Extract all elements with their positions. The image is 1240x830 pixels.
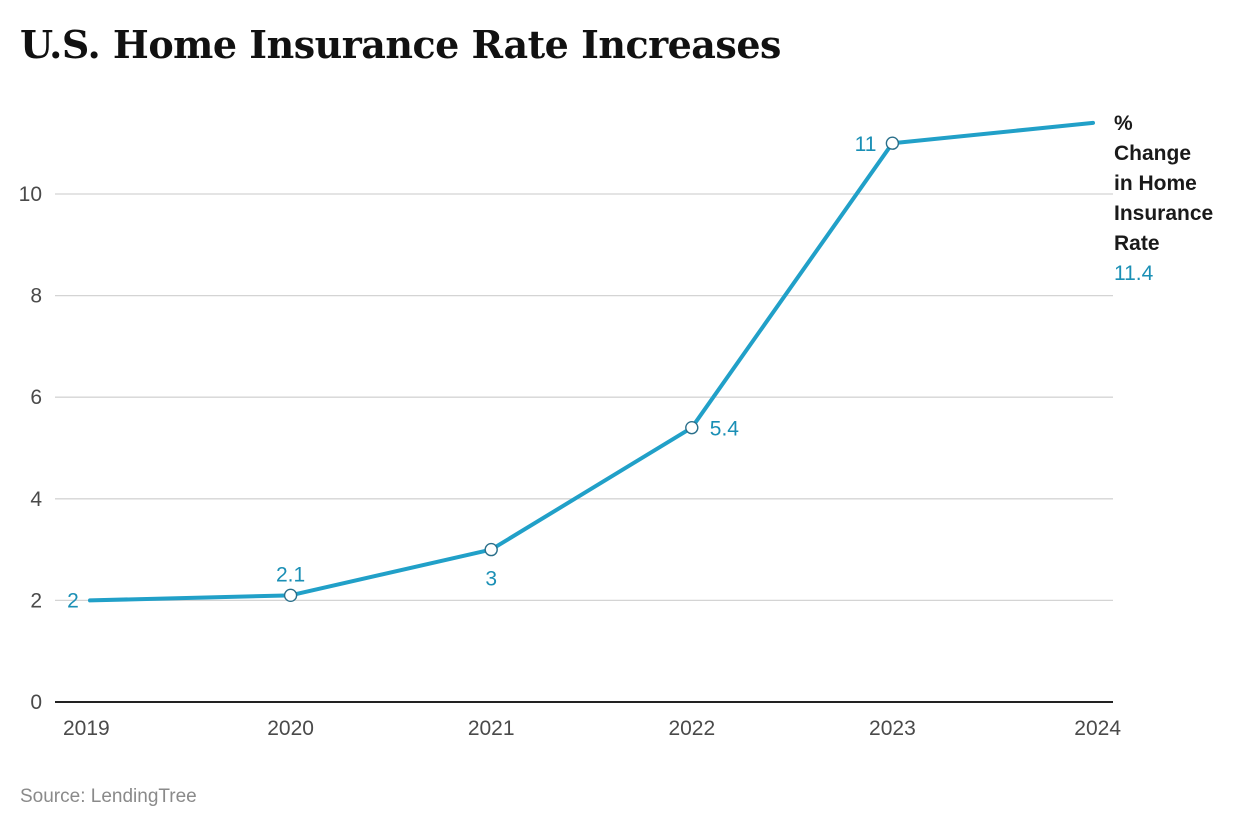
data-label: 2 xyxy=(67,589,79,612)
axes: 0 2 4 6 8 10 2019 2020 2021 2022 2023 2024 xyxy=(19,183,1122,740)
data-point-marker xyxy=(685,420,699,435)
series-name-line: Rate xyxy=(1114,232,1160,255)
data-point-marker xyxy=(283,588,298,603)
chart-title: U.S. Home Insurance Rate Increases xyxy=(20,22,781,67)
y-tick-label: 2 xyxy=(30,589,42,612)
x-tick-label: 2021 xyxy=(468,717,515,740)
x-tick-label: 2019 xyxy=(63,717,110,740)
source-note: Source: LendingTree xyxy=(20,786,197,807)
x-tick-label: 2023 xyxy=(869,717,916,740)
series-line-layer xyxy=(88,120,1095,603)
series-name-line: in Home xyxy=(1114,172,1197,195)
data-label-last: 11.4 xyxy=(1114,262,1154,285)
series-line xyxy=(88,120,1095,603)
y-tick-label: 4 xyxy=(30,488,42,511)
data-label: 11 xyxy=(855,133,877,156)
x-tick-label: 2020 xyxy=(267,717,314,740)
x-tick-label: 2024 xyxy=(1074,717,1121,740)
x-tick-label: 2022 xyxy=(668,717,715,740)
y-tick-label: 10 xyxy=(19,183,42,206)
data-label: 3 xyxy=(485,568,497,591)
y-tick-label: 8 xyxy=(30,285,42,308)
data-point-marker xyxy=(885,136,900,150)
series-label: % Change in Home Insurance Rate 11.4 xyxy=(1114,112,1213,285)
series-name-line: Change xyxy=(1114,142,1191,165)
gridlines xyxy=(55,193,1113,602)
data-label: 5.4 xyxy=(710,418,740,441)
data-point-marker xyxy=(484,542,498,557)
series-name-line: % xyxy=(1114,112,1133,135)
data-labels: 2 2.1 3 5.4 11 xyxy=(67,133,876,612)
y-tick-label: 6 xyxy=(30,386,42,409)
series-name-line: Insurance xyxy=(1114,202,1213,225)
data-label: 2.1 xyxy=(276,563,305,586)
y-tick-label: 0 xyxy=(30,691,42,714)
